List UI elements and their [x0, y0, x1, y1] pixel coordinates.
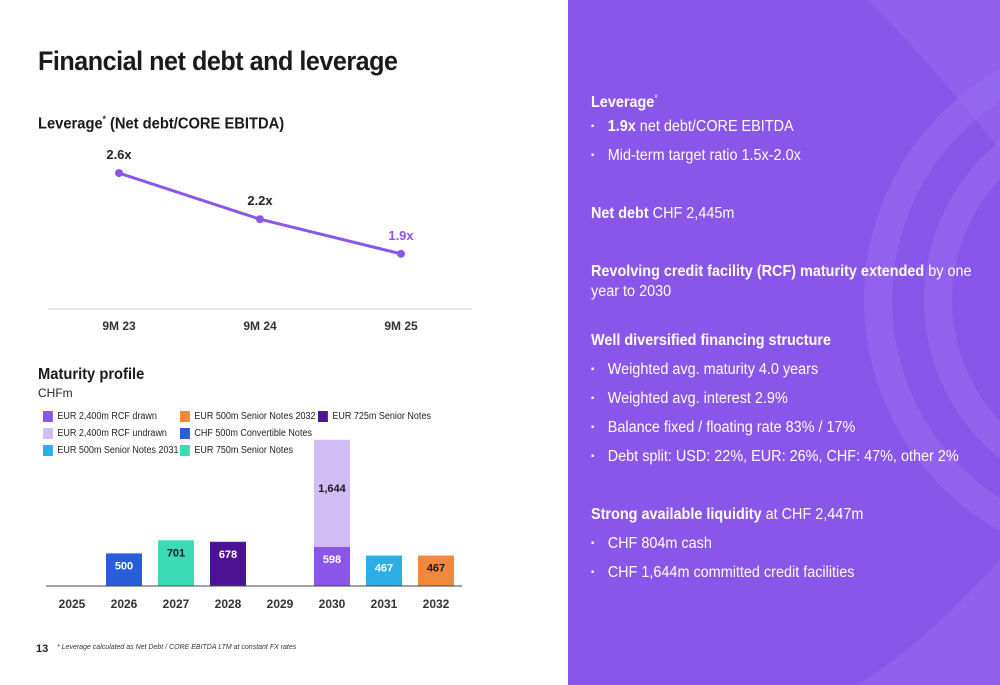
- x-tick-label: 2032: [423, 597, 450, 611]
- maturity-unit-label: CHFm: [38, 386, 73, 400]
- leverage-point: [115, 169, 123, 178]
- leverage-title-rest: (Net debt/CORE EBITDA): [105, 115, 285, 133]
- page-title: Financial net debt and leverage: [38, 46, 398, 76]
- summary-content: Leverage* 1.9x net debt/CORE EBITDA Mid-…: [591, 88, 991, 592]
- structure-item: Weighted avg. interest 2.9%: [591, 389, 963, 418]
- rcf-bold: Revolving credit facility (RCF) maturity…: [591, 263, 925, 280]
- structure-item: Balance fixed / floating rate 83% / 17%: [591, 418, 963, 447]
- leverage-heading-text: Leverage: [591, 94, 655, 112]
- footnote: * Leverage calculated as Net Debt / CORE…: [57, 644, 297, 651]
- legend-item: EUR 2,400m RCF undrawn: [43, 428, 167, 439]
- bar-segment: [366, 555, 402, 586]
- panel-rcf: Revolving credit facility (RCF) maturity…: [591, 262, 972, 302]
- panel-leverage-heading: Leverage*: [591, 88, 963, 117]
- legend-swatch: [180, 411, 190, 422]
- legend-swatch: [180, 445, 190, 456]
- data-label: 2.6x: [106, 147, 132, 162]
- bar-segment: [418, 555, 454, 586]
- legend-item: EUR 500m Senior Notes 2032: [180, 411, 315, 422]
- legend-swatch: [180, 428, 190, 439]
- liquidity-bold: Strong available liquidity: [591, 506, 762, 523]
- bar-segment: [314, 439, 350, 547]
- leverage-point: [397, 249, 405, 258]
- leverage-chart-title: Leverage* (Net debt/CORE EBITDA): [38, 114, 284, 133]
- liquidity-rest: at CHF 2,447m: [761, 506, 864, 523]
- data-label: 2.2x: [247, 193, 273, 208]
- net-debt-rest: CHF 2,445m: [648, 205, 735, 222]
- liquidity-item: CHF 1,644m committed credit facilities: [591, 563, 963, 592]
- bar-value-label: 1,644: [318, 483, 346, 495]
- panel-structure-heading: Well diversified financing structure: [591, 331, 963, 360]
- bar-segment: [210, 541, 246, 586]
- x-tick-label: 9M 23: [102, 319, 136, 333]
- x-tick-label: 2029: [267, 597, 294, 611]
- x-tick-label: 2025: [59, 597, 86, 611]
- maturity-chart-title: Maturity profile: [38, 366, 145, 383]
- panel-liquidity: Strong available liquidity at CHF 2,447m: [591, 505, 963, 534]
- legend-label: EUR 725m Senior Notes: [332, 411, 431, 422]
- bar-value-label: 598: [323, 554, 341, 566]
- rcf-rest: by one year to 2030: [591, 263, 972, 300]
- legend-label: EUR 2,400m RCF drawn: [57, 411, 157, 422]
- legend-item: EUR 2,400m RCF drawn: [43, 411, 157, 422]
- legend-label: CHF 500m Convertible Notes: [194, 428, 312, 439]
- x-tick-label: 9M 25: [384, 319, 418, 333]
- legend-item: CHF 500m Convertible Notes: [180, 428, 312, 439]
- leverage-title-text: Leverage: [38, 115, 103, 133]
- net-debt-bold: Net debt: [591, 205, 649, 222]
- legend-swatch: [43, 428, 53, 439]
- legend-swatch: [43, 445, 53, 456]
- decorative-logo-shape: [858, 0, 1000, 685]
- panel-leverage-value: 1.9x net debt/CORE EBITDA: [591, 117, 963, 146]
- legend-item: EUR 750m Senior Notes: [180, 445, 293, 456]
- legend-label: EUR 500m Senior Notes 2032: [194, 411, 316, 422]
- x-tick-label: 2027: [163, 597, 190, 611]
- page-number: 13: [36, 643, 49, 655]
- leverage-line-chart: 2.6x 9M 23 2.2x 9M 24 1.9x 9M 25: [48, 147, 472, 333]
- leverage-title-sup: *: [102, 114, 106, 124]
- panel-net-debt: Net debt CHF 2,445m: [591, 204, 963, 233]
- legend-item: EUR 500m Senior Notes 2031: [43, 445, 178, 456]
- legend-label: EUR 500m Senior Notes 2031: [57, 445, 179, 456]
- legend-item: EUR 725m Senior Notes: [318, 411, 431, 422]
- panel-target: Mid-term target ratio 1.5x-2.0x: [591, 146, 963, 175]
- bar-segment: [314, 547, 350, 586]
- bar-segment: [158, 540, 194, 586]
- maturity-bar-chart: 2025 2026 2027 2028 2029 2030 2031 2032 500 701 67…: [46, 439, 462, 611]
- legend-label: EUR 2,400m RCF undrawn: [57, 428, 167, 439]
- bar-segment: [106, 553, 142, 586]
- legend-swatch: [318, 411, 328, 422]
- legend-label: EUR 750m Senior Notes: [194, 445, 293, 456]
- structure-item: Debt split: USD: 22%, EUR: 26%, CHF: 47%…: [591, 447, 963, 476]
- bar-value-label: 467: [375, 563, 393, 575]
- leverage-point: [256, 215, 264, 224]
- legend-swatch: [43, 411, 53, 422]
- bar-value-label: 678: [219, 549, 237, 561]
- leverage-value-bold: 1.9x: [607, 118, 636, 135]
- x-tick-label: 2030: [319, 597, 346, 611]
- leverage-heading-sup: *: [654, 93, 658, 103]
- x-tick-label: 2026: [111, 597, 138, 611]
- bar-value-label: 500: [115, 560, 133, 572]
- structure-item: Weighted avg. maturity 4.0 years: [591, 360, 963, 389]
- x-tick-label: 2031: [371, 597, 398, 611]
- bar-value-label: 701: [167, 547, 185, 559]
- data-label: 1.9x: [388, 228, 414, 243]
- structure-heading-text: Well diversified financing structure: [591, 332, 832, 349]
- x-tick-label: 2028: [215, 597, 242, 611]
- summary-panel: Leverage* 1.9x net debt/CORE EBITDA Mid-…: [568, 0, 1000, 685]
- leverage-value-rest: net debt/CORE EBITDA: [635, 118, 794, 135]
- bar-value-label: 467: [427, 563, 445, 575]
- liquidity-item: CHF 804m cash: [591, 534, 963, 563]
- x-tick-label: 9M 24: [243, 319, 277, 333]
